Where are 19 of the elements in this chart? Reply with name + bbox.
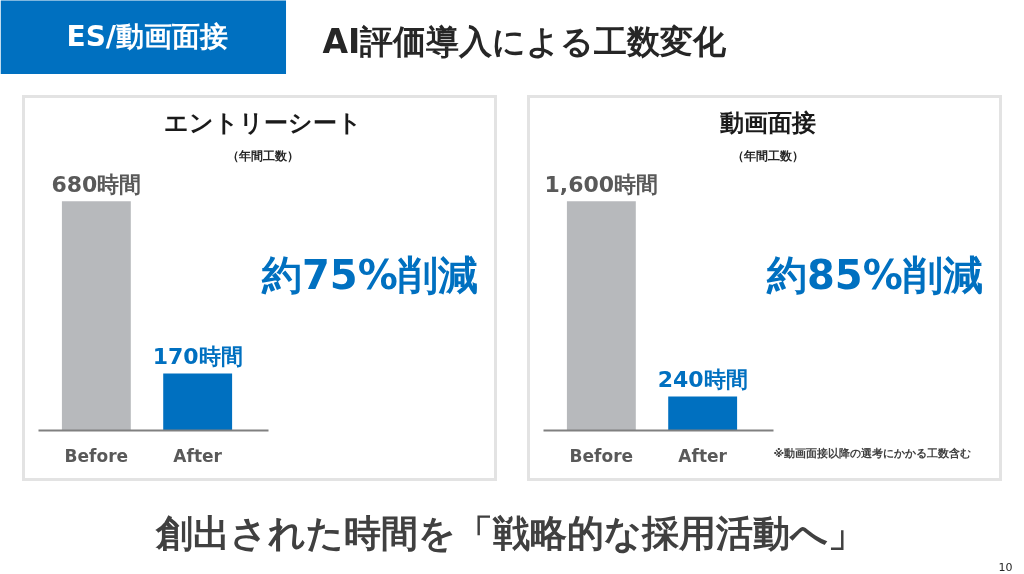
chart-subtitle: （年間工数） (227, 148, 299, 163)
text: ※動画面接以降の選考にかかる工数含む (773, 447, 972, 461)
x-tick-label: After (173, 445, 223, 466)
data-label: 680時間 (51, 172, 142, 198)
data-label: 170時間 (152, 344, 243, 370)
text: ES/動画面接 (66, 20, 229, 53)
chart-title: エントリーシート (164, 108, 362, 137)
data-label: 1,600時間 (544, 172, 659, 198)
x-tick-label: Before (569, 445, 634, 466)
text: 創出された時間を「戦略的な採用活動へ」 (155, 512, 865, 555)
x-tick-label: Before (64, 445, 129, 466)
annotation: 約75%削減 (261, 251, 478, 298)
chart-subtitle: （年間工数） (732, 148, 804, 163)
x-tick-label: After (678, 445, 728, 466)
text: AI評価導入による工数変化 (322, 22, 728, 61)
chart-title: 動画面接 (719, 108, 816, 137)
annotation: 約85%削減 (766, 251, 983, 298)
text: 10 (998, 560, 1013, 574)
data-label: 240時間 (657, 367, 748, 393)
